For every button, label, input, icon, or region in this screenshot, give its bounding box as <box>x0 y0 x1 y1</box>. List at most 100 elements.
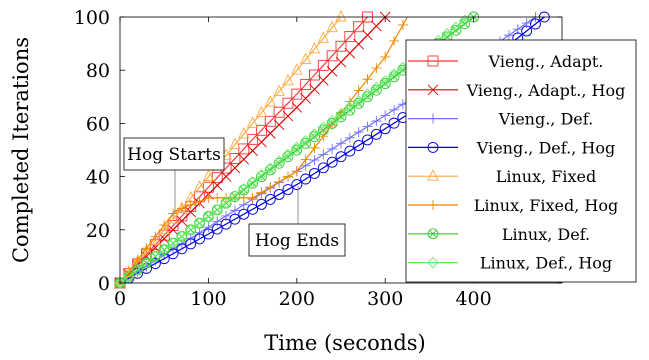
x-tick-label: 0 <box>114 288 126 310</box>
data-point <box>140 257 153 269</box>
data-point <box>247 192 258 203</box>
annotation-box <box>248 223 346 257</box>
data-point <box>282 73 294 86</box>
y-tick-label: 100 <box>74 7 110 29</box>
data-point <box>238 183 250 195</box>
data-point <box>238 208 250 220</box>
data-point <box>380 51 391 62</box>
series-line <box>119 16 408 284</box>
data-point <box>167 212 179 224</box>
data-point <box>212 192 223 203</box>
legend-marker <box>427 256 439 269</box>
data-point <box>308 41 321 54</box>
data-point <box>291 141 303 153</box>
data-point <box>335 111 347 123</box>
data-point <box>326 156 338 168</box>
data-point <box>246 176 259 188</box>
data-point <box>202 169 215 182</box>
data-point <box>300 137 312 149</box>
data-point <box>388 117 400 129</box>
data-point <box>344 101 356 114</box>
data-point <box>264 193 276 205</box>
legend-label: Linux, Fixed, Hog <box>474 196 619 215</box>
data-point <box>158 244 170 256</box>
data-point <box>371 63 382 74</box>
data-point <box>274 176 285 187</box>
data-point <box>141 243 152 254</box>
data-point <box>273 157 285 169</box>
annotation: Hog Ends <box>248 186 346 257</box>
data-point <box>379 123 391 135</box>
data-point <box>282 184 294 195</box>
data-point <box>282 171 293 182</box>
data-point <box>291 166 302 177</box>
y-tick-label: 40 <box>86 167 110 189</box>
data-point <box>149 258 161 269</box>
axes-layer: 0 100 200 300 400 0 20 40 60 80 100 <box>74 7 563 310</box>
data-point <box>353 95 365 107</box>
data-point <box>247 145 258 156</box>
data-point <box>380 110 391 121</box>
legend-entry: Vieng., Adapt. <box>408 52 603 71</box>
legend-label: Vieng., Def. <box>498 110 593 129</box>
data-point <box>371 20 382 32</box>
data-point <box>300 173 312 185</box>
legend-box <box>405 39 637 283</box>
legend-label: Linux, Fixed <box>496 167 597 186</box>
data-point <box>512 24 523 35</box>
data-point <box>397 19 408 30</box>
legend-entry: Linux, Fixed <box>408 167 596 186</box>
data-point <box>282 110 294 122</box>
data-point <box>176 230 188 243</box>
data-point <box>326 65 338 77</box>
data-point <box>167 237 179 249</box>
data-point <box>255 124 267 136</box>
data-point <box>264 164 276 176</box>
legend-marker <box>428 113 438 124</box>
data-point <box>317 124 329 136</box>
data-point <box>247 177 259 189</box>
data-point <box>353 127 364 138</box>
legend: Vieng., Adapt. Vieng., Adapt., Hog Vieng.,… <box>405 39 637 283</box>
data-point <box>220 171 232 182</box>
data-point <box>291 144 303 156</box>
data-point <box>176 243 188 255</box>
data-point <box>265 182 276 193</box>
data-point <box>291 102 303 113</box>
data-point <box>326 20 338 33</box>
data-point <box>140 244 153 256</box>
legend-entry: Linux, Def., Hog <box>408 254 612 273</box>
data-point <box>353 38 364 50</box>
data-point <box>193 180 206 192</box>
data-point <box>299 52 312 65</box>
data-point <box>308 128 321 140</box>
data-point <box>131 254 144 267</box>
data-point <box>229 213 241 225</box>
data-point <box>291 63 303 75</box>
data-point <box>264 162 276 174</box>
data-point <box>317 59 329 71</box>
data-point <box>379 75 391 87</box>
legend-marker <box>427 169 439 181</box>
annotation-text: Hog Starts <box>127 145 221 165</box>
x-tick-label: 200 <box>279 288 315 310</box>
data-point <box>335 108 347 120</box>
data-point <box>229 137 241 150</box>
data-point <box>202 228 214 240</box>
data-point <box>371 116 382 127</box>
data-point <box>185 206 197 218</box>
data-point <box>150 231 161 242</box>
annotation-text: Hog Ends <box>255 231 339 251</box>
data-point <box>194 196 205 207</box>
data-point <box>300 93 311 104</box>
data-point <box>211 180 223 191</box>
data-point <box>194 227 205 238</box>
data-point <box>353 140 365 151</box>
legend-entry: Linux, Def. <box>408 225 590 244</box>
data-point <box>256 187 267 198</box>
data-point <box>388 68 400 80</box>
data-point <box>362 121 373 132</box>
data-point <box>159 220 170 231</box>
annotation: Hog Starts <box>123 137 225 214</box>
x-tick-label: 100 <box>190 288 226 310</box>
